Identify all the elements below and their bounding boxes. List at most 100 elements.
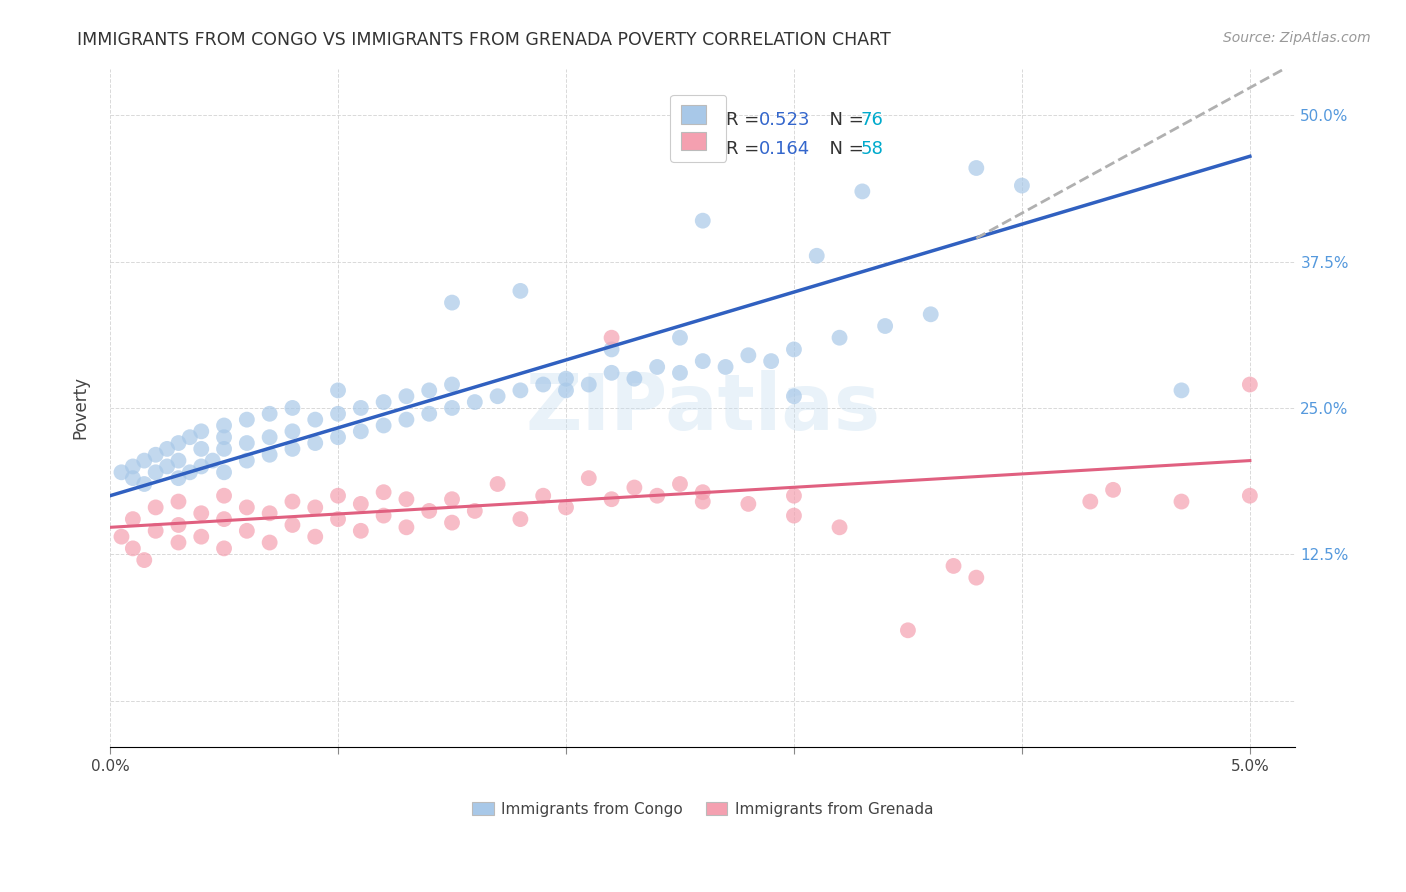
Text: ZIPatlas: ZIPatlas [526, 370, 880, 446]
Point [486, 389, 509, 403]
Point [212, 430, 235, 444]
Point [395, 389, 418, 403]
Point [783, 489, 806, 503]
Point [600, 343, 623, 357]
Point [440, 295, 463, 310]
Point [236, 453, 259, 467]
Point [737, 497, 759, 511]
Point [134, 477, 156, 491]
Point [509, 384, 531, 398]
Point [806, 249, 828, 263]
Point [350, 524, 373, 538]
Point [281, 401, 304, 415]
Point [440, 492, 463, 507]
Point [259, 430, 281, 444]
Point [1011, 178, 1033, 193]
Point [600, 492, 623, 507]
Point [851, 185, 873, 199]
Point [555, 384, 578, 398]
Point [281, 494, 304, 508]
Point [110, 465, 132, 479]
Point [714, 359, 737, 374]
Point [212, 541, 235, 556]
Point [509, 512, 531, 526]
Point [692, 494, 714, 508]
Text: IMMIGRANTS FROM CONGO VS IMMIGRANTS FROM GRENADA POVERTY CORRELATION CHART: IMMIGRANTS FROM CONGO VS IMMIGRANTS FROM… [77, 31, 891, 49]
Point [418, 407, 440, 421]
Point [236, 412, 259, 426]
Point [304, 412, 326, 426]
Point [692, 485, 714, 500]
Point [190, 459, 212, 474]
Point [167, 471, 190, 485]
Point [373, 418, 395, 433]
Point [578, 471, 600, 485]
Point [828, 520, 851, 534]
Point [190, 442, 212, 456]
Point [783, 508, 806, 523]
Point [1170, 494, 1192, 508]
Point [179, 430, 201, 444]
Text: R =: R = [727, 140, 765, 158]
Text: R =: R = [727, 112, 765, 129]
Point [236, 524, 259, 538]
Point [122, 512, 145, 526]
Text: Source: ZipAtlas.com: Source: ZipAtlas.com [1223, 31, 1371, 45]
Point [395, 412, 418, 426]
Point [1102, 483, 1125, 497]
Point [156, 442, 179, 456]
Point [236, 436, 259, 450]
Point [350, 425, 373, 439]
Point [212, 418, 235, 433]
Point [555, 372, 578, 386]
Point [669, 331, 692, 345]
Point [304, 500, 326, 515]
Point [326, 489, 349, 503]
Point [783, 389, 806, 403]
Point [122, 459, 145, 474]
Point [259, 535, 281, 549]
Point [942, 558, 965, 573]
Point [212, 489, 235, 503]
Point [236, 500, 259, 515]
Point [759, 354, 782, 368]
Point [167, 535, 190, 549]
Point [373, 508, 395, 523]
Point [395, 520, 418, 534]
Point [212, 465, 235, 479]
Point [373, 395, 395, 409]
Point [110, 530, 132, 544]
Point [578, 377, 600, 392]
Point [304, 530, 326, 544]
Point [965, 571, 987, 585]
Point [1239, 489, 1261, 503]
Point [440, 401, 463, 415]
Point [167, 436, 190, 450]
Point [418, 384, 440, 398]
Point [326, 407, 349, 421]
Point [395, 492, 418, 507]
Point [1078, 494, 1101, 508]
Text: 58: 58 [860, 140, 883, 158]
Point [190, 530, 212, 544]
Legend: Immigrants from Congo, Immigrants from Grenada: Immigrants from Congo, Immigrants from G… [465, 796, 939, 823]
Point [692, 213, 714, 227]
Text: 0.164: 0.164 [758, 140, 810, 158]
Point [259, 407, 281, 421]
Point [212, 442, 235, 456]
Point [212, 512, 235, 526]
Point [281, 425, 304, 439]
Point [281, 442, 304, 456]
Point [145, 524, 167, 538]
Point [875, 318, 897, 333]
Point [600, 366, 623, 380]
Point [531, 489, 554, 503]
Point [920, 307, 942, 321]
Point [828, 331, 851, 345]
Point [156, 459, 179, 474]
Text: N =: N = [818, 112, 869, 129]
Text: 0.523: 0.523 [758, 112, 810, 129]
Point [281, 518, 304, 533]
Point [531, 377, 554, 392]
Point [464, 395, 486, 409]
